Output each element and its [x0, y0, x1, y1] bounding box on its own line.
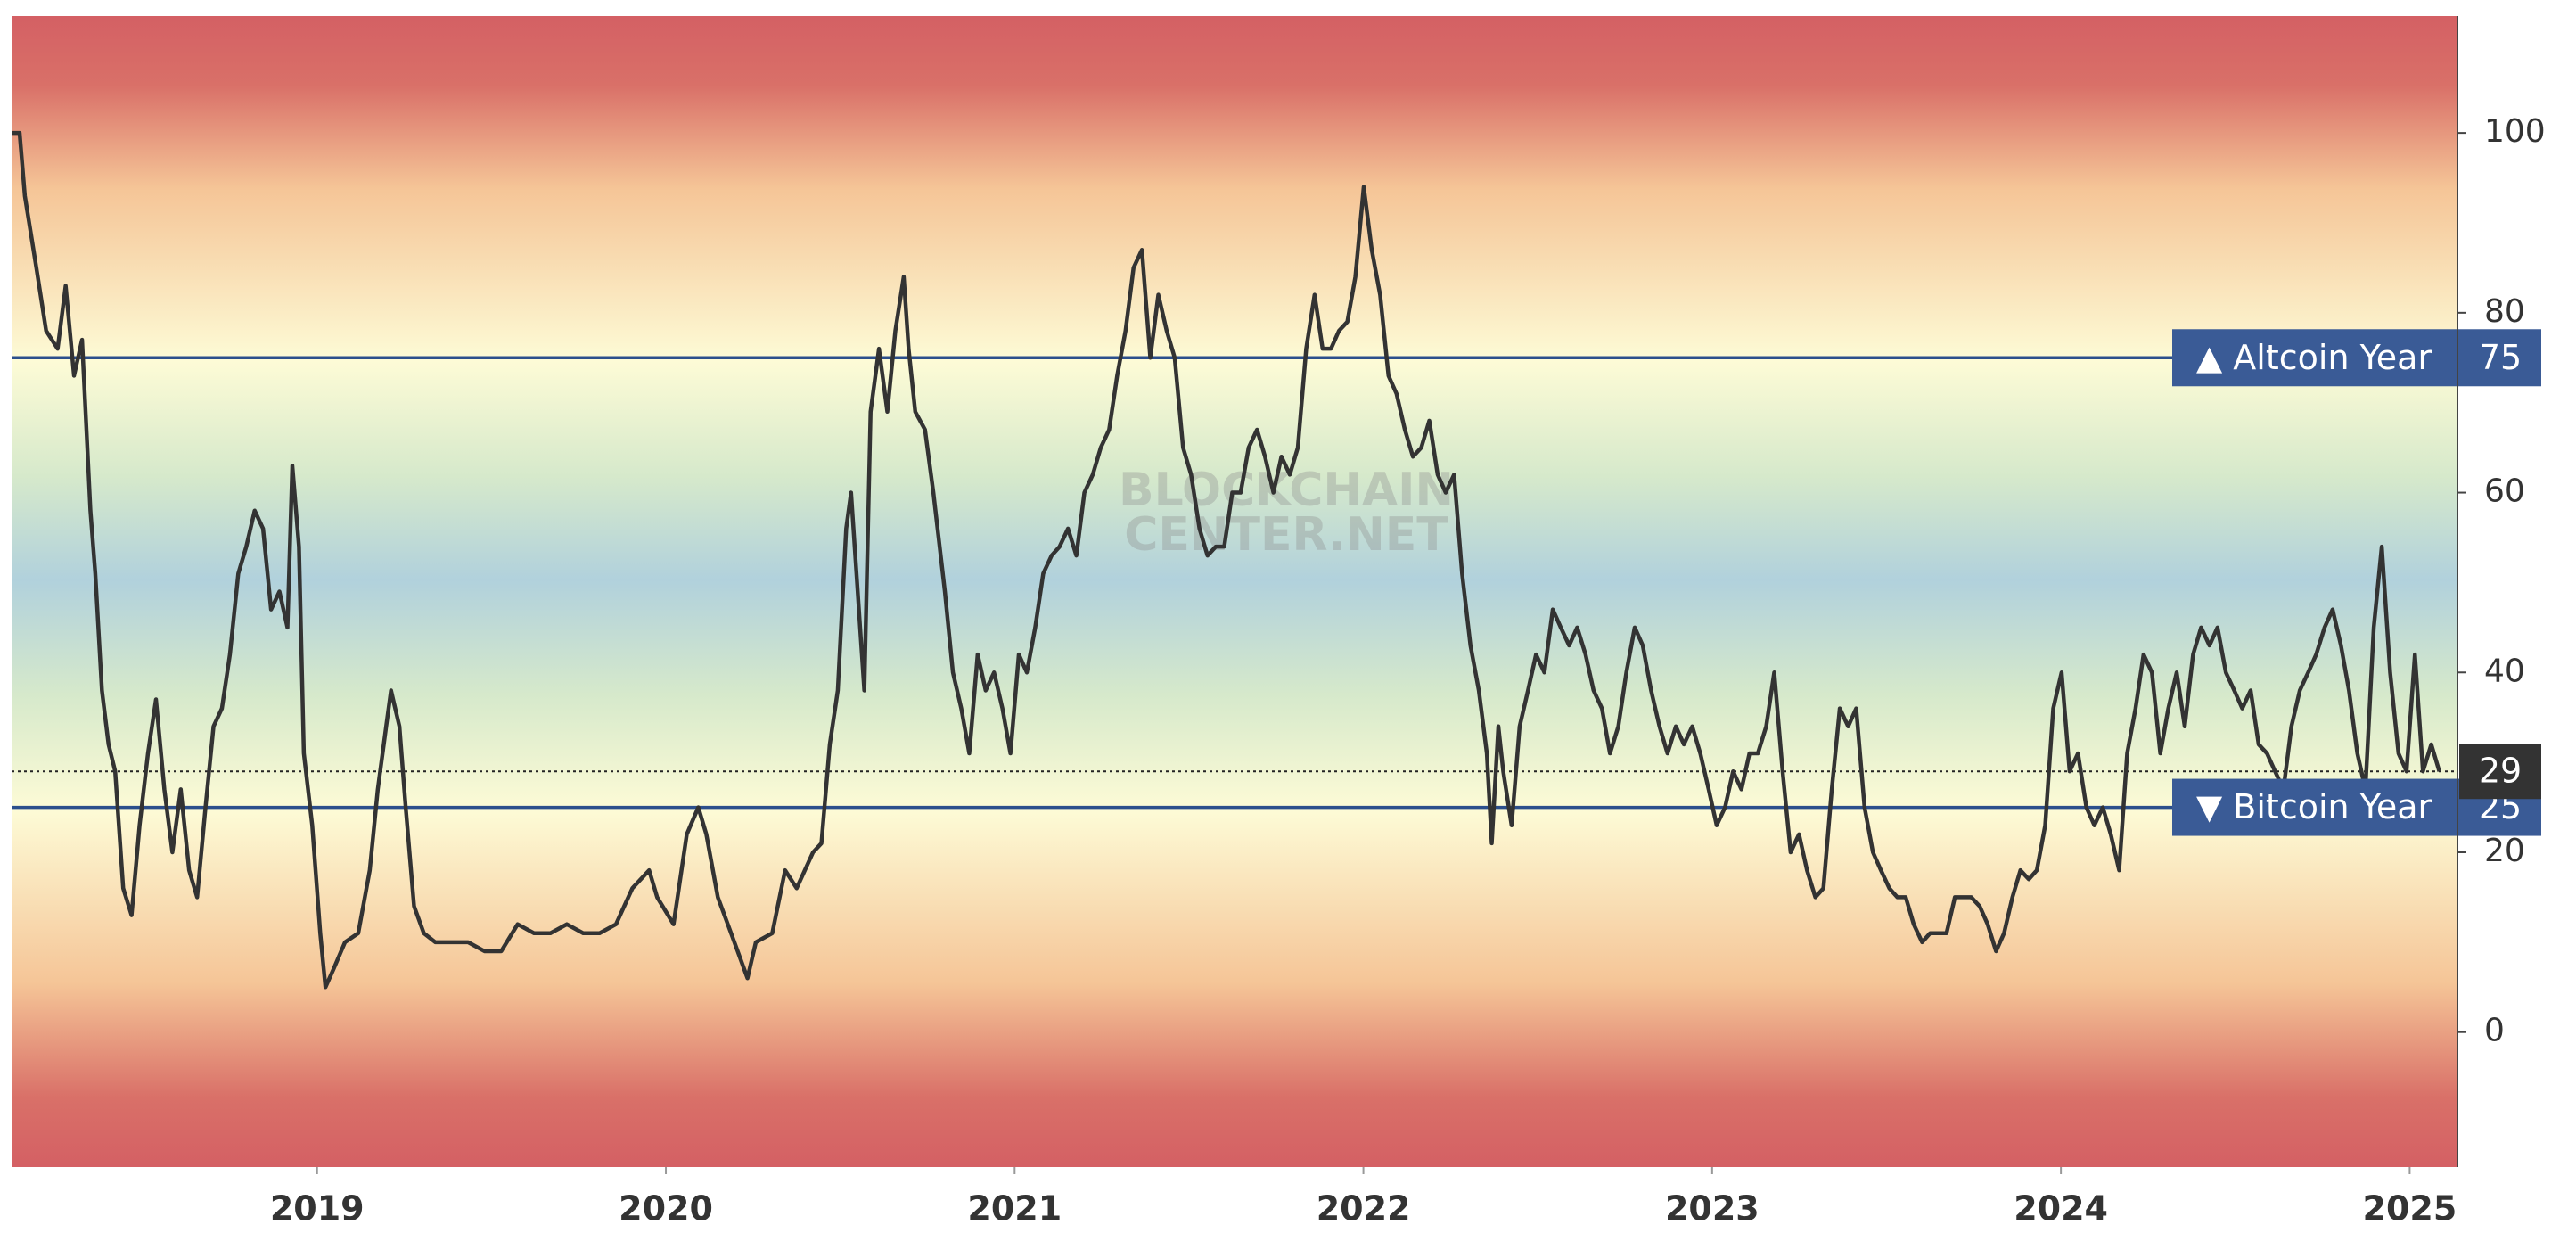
line-layer — [12, 130, 2441, 990]
annotation-label: ▲ Altcoin Year — [2196, 338, 2432, 377]
y-tick-label: 100 — [2484, 113, 2546, 150]
x-tick-label: 2021 — [967, 1189, 1062, 1229]
annotation-label: ▼ Bitcoin Year — [2196, 787, 2432, 826]
x-tick-label: 2019 — [270, 1189, 365, 1229]
plot-background — [12, 16, 2457, 1167]
y-tick-label: 40 — [2484, 653, 2525, 689]
data-line — [12, 130, 2441, 990]
current-label: 29 — [2479, 752, 2522, 791]
annotation-box — [2172, 329, 2541, 387]
grid-layer: 0 20 40 60 80 100 2019 2020 2021 2022 2023 2024 2025 — [12, 113, 2546, 1229]
watermark: BLOCKCHAIN — [1119, 464, 1454, 517]
watermark: CENTER.NET — [1124, 508, 1448, 562]
x-tick-label: 2020 — [619, 1189, 713, 1229]
x-tick-label: 2024 — [2014, 1189, 2108, 1229]
annotation-value: 75 — [2479, 338, 2522, 377]
y-tick-label: 60 — [2484, 473, 2525, 510]
y-tick-label: 80 — [2484, 293, 2525, 330]
x-tick-label: 2022 — [1317, 1189, 1411, 1229]
x-tick-label: 2023 — [1665, 1189, 1760, 1229]
y-tick-label: 20 — [2484, 833, 2525, 869]
x-tick-label: 2025 — [2363, 1189, 2457, 1229]
y-tick-label: 0 — [2484, 1013, 2505, 1049]
current-box — [2459, 744, 2541, 800]
